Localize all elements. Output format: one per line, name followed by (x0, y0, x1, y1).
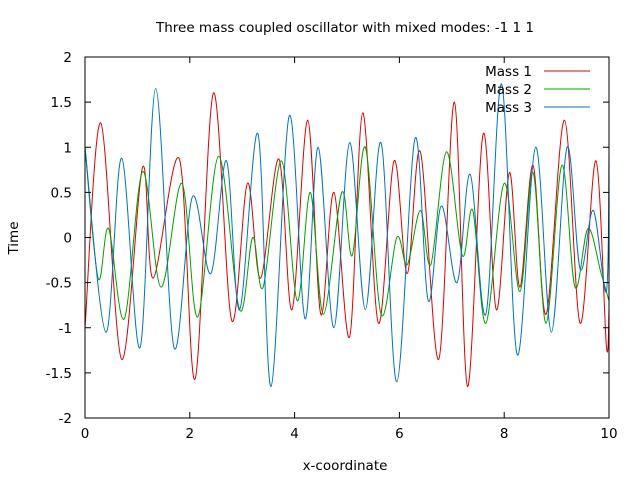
y-tick-label: 1 (63, 140, 72, 156)
x-axis-label: x-coordinate (303, 458, 388, 474)
chart-title: Three mass coupled oscillator with mixed… (155, 20, 534, 36)
x-tick-label: 2 (186, 426, 195, 442)
series-layer (85, 83, 609, 387)
y-tick-label: 0.5 (51, 185, 72, 201)
y-tick-label: 0 (63, 231, 72, 247)
series-line-mass-2 (85, 146, 609, 324)
y-tick-label: -2 (59, 411, 72, 427)
x-tick-label: 6 (395, 426, 404, 442)
legend-label-mass-3: Mass 3 (485, 100, 532, 116)
series-line-mass-1 (85, 92, 609, 387)
y-tick-label: 1.5 (51, 95, 72, 111)
legend: Mass 1 Mass 2 Mass 3 (485, 64, 590, 116)
plot-frame (84, 56, 610, 419)
x-tick-label: 10 (600, 426, 617, 442)
legend-label-mass-1: Mass 1 (485, 64, 532, 80)
x-tick-label: 8 (500, 426, 509, 442)
y-tick-label: 2 (63, 50, 72, 66)
y-tick-label: -1.5 (46, 366, 72, 382)
series-line-mass-3 (85, 83, 609, 387)
y-tick-label: -0.5 (46, 276, 72, 292)
legend-label-mass-2: Mass 2 (485, 82, 532, 98)
x-tick-label: 0 (81, 426, 90, 442)
y-axis-label: Time (6, 221, 22, 255)
y-tick-label: -1 (59, 321, 72, 337)
x-tick-label: 4 (290, 426, 299, 442)
